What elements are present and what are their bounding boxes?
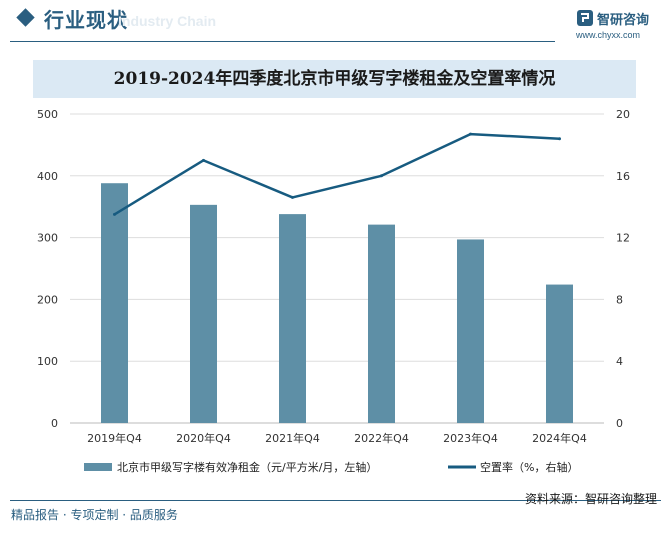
chart-title-band xyxy=(33,60,636,98)
right-axis-tick-label: 8 xyxy=(616,293,623,306)
section-subtitle: Industry Chain xyxy=(118,13,217,29)
x-axis-tick-label: 2022年Q4 xyxy=(354,431,409,445)
footer-tagline: 精品报告 · 专项定制 · 品质服务 xyxy=(11,508,178,522)
left-axis-tick-label: 0 xyxy=(51,417,58,430)
page-header: 行业现状 Industry Chain xyxy=(0,0,671,44)
x-axis-tick-label: 2021年Q4 xyxy=(265,431,320,445)
vacancy-rate-point xyxy=(113,212,116,216)
x-axis-tick-label: 2024年Q4 xyxy=(532,431,587,445)
rent-bar xyxy=(368,224,395,423)
source-note: 资料来源：智研咨询整理 xyxy=(524,492,657,506)
x-axis-tick-label: 2020年Q4 xyxy=(176,431,231,445)
vacancy-rate-point xyxy=(469,132,472,136)
vacancy-rate-point xyxy=(291,195,294,199)
left-axis-tick-label: 100 xyxy=(37,355,58,368)
left-axis-tick-label: 400 xyxy=(37,170,58,183)
vacancy-rate-point xyxy=(202,158,205,162)
rent-bar xyxy=(101,183,128,423)
footer-divider xyxy=(10,500,661,501)
logo-name: 智研咨询 xyxy=(597,13,650,28)
right-axis-tick-label: 16 xyxy=(616,170,630,183)
brand-logo: 智研咨询 www.chyxx.com xyxy=(576,9,658,41)
left-axis-tick-label: 300 xyxy=(37,232,58,245)
chart-title: 2019-2024年四季度北京市甲级写字楼租金及空置率情况 xyxy=(113,69,556,89)
legend-label-line: 空置率（%，右轴） xyxy=(480,460,578,474)
right-axis-tick-label: 0 xyxy=(616,417,623,430)
rent-bar xyxy=(279,214,306,423)
logo-icon xyxy=(577,10,593,26)
vacancy-rate-point xyxy=(380,174,383,178)
right-axis-tick-label: 20 xyxy=(616,108,630,121)
legend-swatch-bar xyxy=(84,463,112,471)
left-axis-tick-label: 200 xyxy=(37,293,58,306)
x-axis-tick-label: 2023年Q4 xyxy=(443,431,498,445)
rent-bar xyxy=(190,204,217,423)
right-axis-tick-label: 12 xyxy=(616,232,630,245)
header-divider xyxy=(10,41,555,42)
left-axis-tick-label: 500 xyxy=(37,108,58,121)
rent-bar xyxy=(457,239,484,423)
rent-bar xyxy=(546,284,573,423)
vacancy-rate-line xyxy=(113,132,560,216)
logo-url: www.chyxx.com xyxy=(576,30,641,40)
section-title: 行业现状 xyxy=(44,8,128,32)
right-axis-tick-label: 4 xyxy=(616,355,623,368)
x-axis-tick-label: 2019年Q4 xyxy=(87,431,142,445)
vacancy-rate-point xyxy=(558,137,561,141)
legend-label-bar: 北京市甲级写字楼有效净租金（元/平方米/月，左轴） xyxy=(117,460,377,474)
